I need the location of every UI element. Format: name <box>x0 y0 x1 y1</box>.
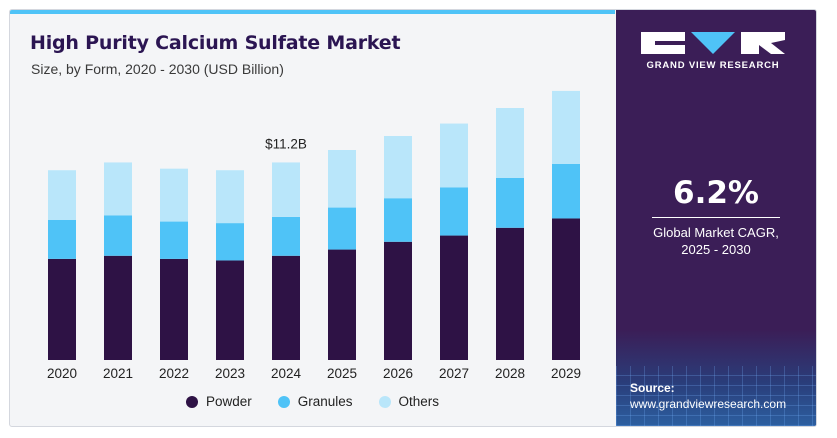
bar-powder-2021 <box>104 255 132 360</box>
x-tick-label-2026: 2026 <box>383 366 413 381</box>
bar-granules-2026 <box>384 198 412 242</box>
bar-powder-2022 <box>160 258 188 360</box>
accent-bar <box>10 10 615 14</box>
bar-powder-2023 <box>216 260 244 360</box>
legend-label-granules: Granules <box>297 394 353 409</box>
bar-powder-2029 <box>552 218 580 360</box>
logo-r-mark-icon <box>741 32 785 54</box>
chart-panel: High Purity Calcium Sulfate Market Size,… <box>10 10 615 426</box>
x-tick-label-2024: 2024 <box>271 366 302 381</box>
bar-granules-2028 <box>496 178 524 228</box>
bar-granules-2022 <box>160 221 188 259</box>
legend-swatch-powder <box>185 395 198 408</box>
source-label: Source: <box>630 381 675 395</box>
bar-others-2028 <box>496 108 524 178</box>
logo-v-mark-icon <box>691 32 735 54</box>
legend-swatch-granules <box>277 395 290 408</box>
chart-subtitle: Size, by Form, 2020 - 2030 (USD Billion) <box>31 61 284 77</box>
x-tick-label-2029: 2029 <box>551 366 581 381</box>
legend-item-powder: Powder <box>185 394 252 409</box>
legend-label-powder: Powder <box>205 394 252 409</box>
bar-granules-2024 <box>272 216 300 256</box>
bar-others-2020 <box>48 170 76 220</box>
bar-powder-2025 <box>328 249 356 360</box>
stacked-bar-chart: 2020 2021 2022 2023 2024 $11.2B 2025 2026 2027 20… <box>47 90 581 381</box>
x-tick-label-2021: 2021 <box>103 366 133 381</box>
legend-swatch-others <box>378 395 391 408</box>
bar-granules-2023 <box>216 223 244 261</box>
chart-legend: Powder Granules Others <box>10 394 615 409</box>
bar-others-2024 <box>272 162 300 217</box>
sidebar-panel: GRAND VIEW RESEARCH 6.2% Global Market C… <box>616 10 816 426</box>
chart-title: High Purity Calcium Sulfate Market <box>30 32 401 54</box>
bar-powder-2026 <box>384 241 412 360</box>
bar-others-2025 <box>328 150 356 208</box>
cagr-label: Global Market CAGR, 2025 - 2030 <box>616 224 816 258</box>
x-tick-label-2020: 2020 <box>47 366 77 381</box>
bar-others-2029 <box>552 90 580 164</box>
x-tick-label-2028: 2028 <box>495 366 525 381</box>
logo-marks <box>638 32 788 54</box>
brand-name: GRAND VIEW RESEARCH <box>646 60 780 71</box>
cagr-label-line1: Global Market CAGR, <box>653 225 779 240</box>
x-tick-label-2025: 2025 <box>327 366 357 381</box>
legend-item-others: Others <box>378 394 440 409</box>
cagr-value: 6.2% <box>673 175 759 211</box>
cagr-label-line2: 2025 - 2030 <box>681 242 751 257</box>
legend-item-granules: Granules <box>277 394 353 409</box>
bar-others-2022 <box>160 168 188 222</box>
cagr-divider <box>652 217 780 218</box>
bar-granules-2021 <box>104 215 132 256</box>
bar-powder-2020 <box>48 258 76 360</box>
bar-powder-2024 <box>272 255 300 360</box>
bar-others-2021 <box>104 162 132 216</box>
x-tick-label-2027: 2027 <box>439 366 469 381</box>
chart-card: High Purity Calcium Sulfate Market Size,… <box>9 9 817 427</box>
grid-pattern <box>616 366 816 426</box>
bar-annotation-2024: $11.2B <box>265 136 307 151</box>
x-tick-label-2022: 2022 <box>159 366 189 381</box>
bar-granules-2020 <box>48 220 76 259</box>
bar-granules-2025 <box>328 207 356 250</box>
source-note: Source: www.grandviewresearch.com <box>630 380 786 412</box>
bar-powder-2027 <box>440 235 468 360</box>
x-tick-label-2023: 2023 <box>215 366 245 381</box>
source-url[interactable]: www.grandviewresearch.com <box>630 397 787 411</box>
bar-others-2027 <box>440 123 468 188</box>
brand-logo: GRAND VIEW RESEARCH <box>638 32 788 71</box>
logo-g-mark-icon <box>641 32 685 54</box>
bar-others-2023 <box>216 170 244 224</box>
bar-granules-2027 <box>440 187 468 236</box>
sidebar-footer-graphic <box>616 330 816 426</box>
legend-label-others: Others <box>398 394 440 409</box>
bar-granules-2029 <box>552 164 580 219</box>
bar-others-2026 <box>384 136 412 199</box>
bar-powder-2028 <box>496 227 524 360</box>
